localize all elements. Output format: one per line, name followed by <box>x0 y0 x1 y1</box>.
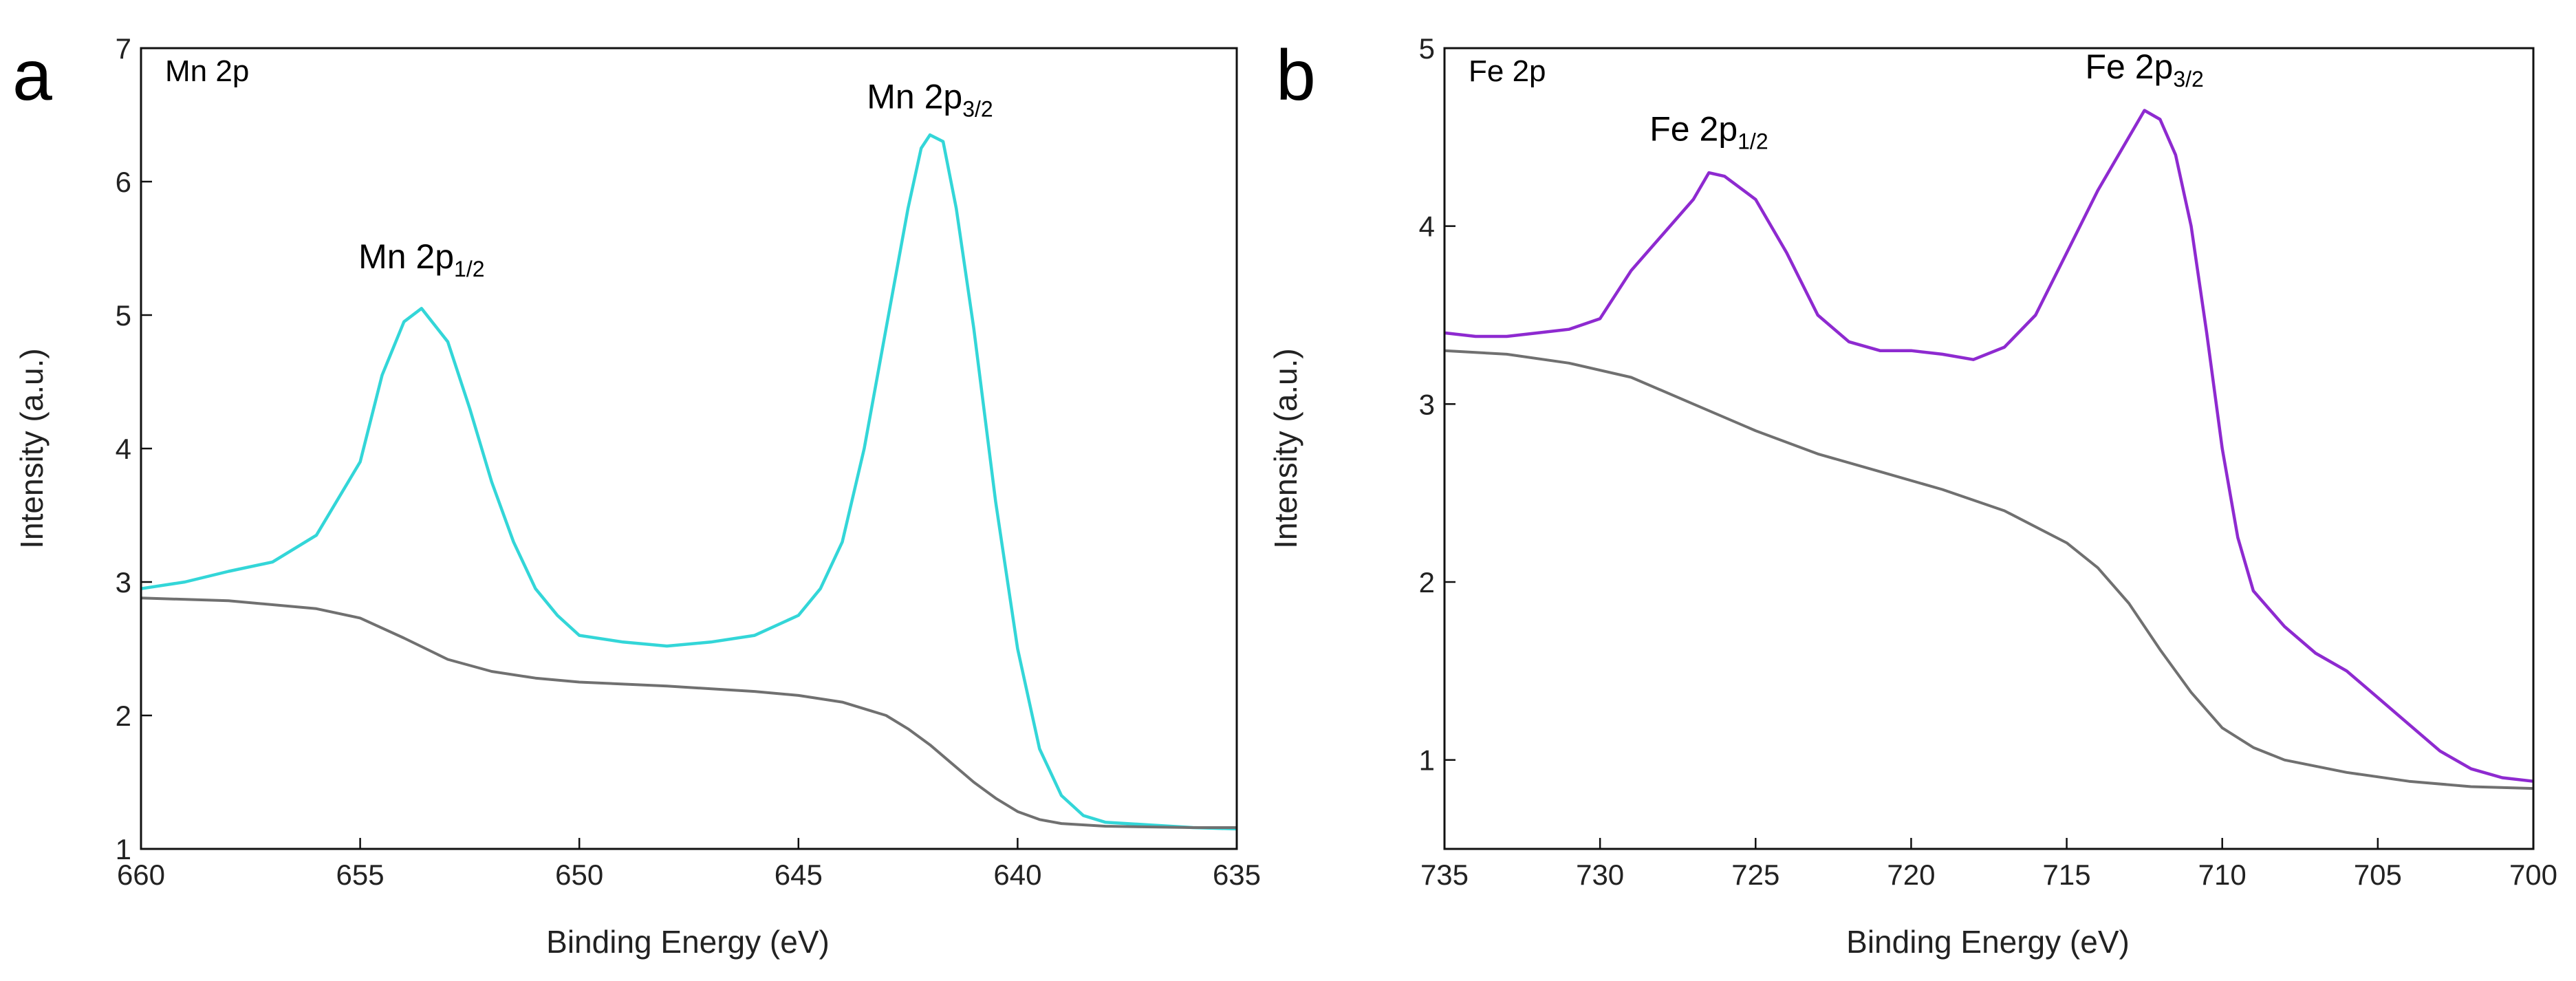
panel-a-y-tick-label: 7 <box>116 32 131 65</box>
panel-b-peak-labels: Fe 2p1/2 Fe 2p3/2 <box>1649 47 2204 154</box>
panel-b-fe-2p: b Fe 2p 735 730 725 720 715 710 705 700 1 2 3 4 5 Fe… <box>1268 32 2557 960</box>
panel-b-x-axis-label: Binding Energy (eV) <box>1846 924 2130 960</box>
panel-letter-a: a <box>12 36 52 116</box>
panel-a-peak-label-3-2: Mn 2p3/2 <box>867 77 993 121</box>
panel-b-peak-label-1-2: Fe 2p1/2 <box>1649 110 1768 154</box>
panel-a-y-tick-label: 5 <box>116 299 131 332</box>
region-label-mn-2p: Mn 2p <box>165 54 249 88</box>
panel-b-x-tick-label: 710 <box>2198 859 2247 891</box>
panel-b-series <box>1444 109 2534 790</box>
panel-a-peak-labels: Mn 2p1/2 Mn 2p3/2 <box>358 77 993 281</box>
region-label-fe-2p: Fe 2p <box>1469 54 1546 88</box>
panel-a-x-tick-label: 650 <box>555 859 603 891</box>
panel-b-y-tick-label: 2 <box>1419 566 1435 599</box>
panel-a-plot-frame <box>140 47 1238 850</box>
panel-a-spectrum-line <box>140 133 1237 831</box>
panel-b-background-line <box>1444 349 2534 790</box>
panel-a-series <box>140 133 1237 831</box>
panel-b-x-tick-label: 730 <box>1576 859 1624 891</box>
panel-a-x-axis-label: Binding Energy (eV) <box>546 924 830 960</box>
panel-a-x-tick-label: 635 <box>1213 859 1261 891</box>
panel-b-peak-label-3-2: Fe 2p3/2 <box>2085 47 2203 91</box>
panel-b-y-tick-label: 4 <box>1419 211 1435 243</box>
panel-a-y-tick-label: 3 <box>116 566 131 599</box>
panel-a-x-tick-label: 660 <box>117 859 165 891</box>
panel-b-y-axis-label: Intensity (a.u.) <box>1268 348 1303 548</box>
panel-a-ticks: 660 655 650 645 640 635 1 2 3 4 5 6 7 <box>116 32 1261 891</box>
panel-a-x-tick-label: 655 <box>336 859 385 891</box>
panel-b-x-tick-label: 735 <box>1420 859 1469 891</box>
panel-b-ticks: 735 730 725 720 715 710 705 700 1 2 3 4 5 <box>1419 32 2557 891</box>
panel-b-spectrum-line <box>1444 109 2534 783</box>
panel-b-x-tick-label: 725 <box>1731 859 1779 891</box>
panel-b-y-tick-label: 3 <box>1419 388 1435 420</box>
panel-b-x-tick-label: 715 <box>2043 859 2091 891</box>
panel-a-y-tick-label: 4 <box>116 433 131 465</box>
panel-a-y-tick-label: 1 <box>116 833 131 865</box>
panel-a-y-tick-label: 2 <box>116 700 131 732</box>
panel-a-x-tick-label: 640 <box>993 859 1041 891</box>
panel-b-x-tick-label: 700 <box>2509 859 2557 891</box>
panel-b-x-tick-label: 720 <box>1887 859 1935 891</box>
panel-b-plot-frame <box>1443 47 2535 850</box>
panel-a-peak-label-1-2: Mn 2p1/2 <box>358 237 484 281</box>
panel-a-mn-2p: a Mn 2p 660 655 650 645 640 635 1 2 3 4 5 6 7 Mn 2p1… <box>12 32 1261 960</box>
panel-a-x-tick-label: 645 <box>775 859 823 891</box>
panel-a-y-tick-label: 6 <box>116 166 131 198</box>
panel-a-background-line <box>140 596 1237 829</box>
panel-b-y-tick-label: 1 <box>1419 744 1435 777</box>
panel-letter-b: b <box>1276 36 1316 116</box>
panel-a-y-axis-label: Intensity (a.u.) <box>14 348 50 548</box>
panel-b-x-tick-label: 705 <box>2354 859 2402 891</box>
panel-b-y-tick-label: 5 <box>1419 32 1435 65</box>
